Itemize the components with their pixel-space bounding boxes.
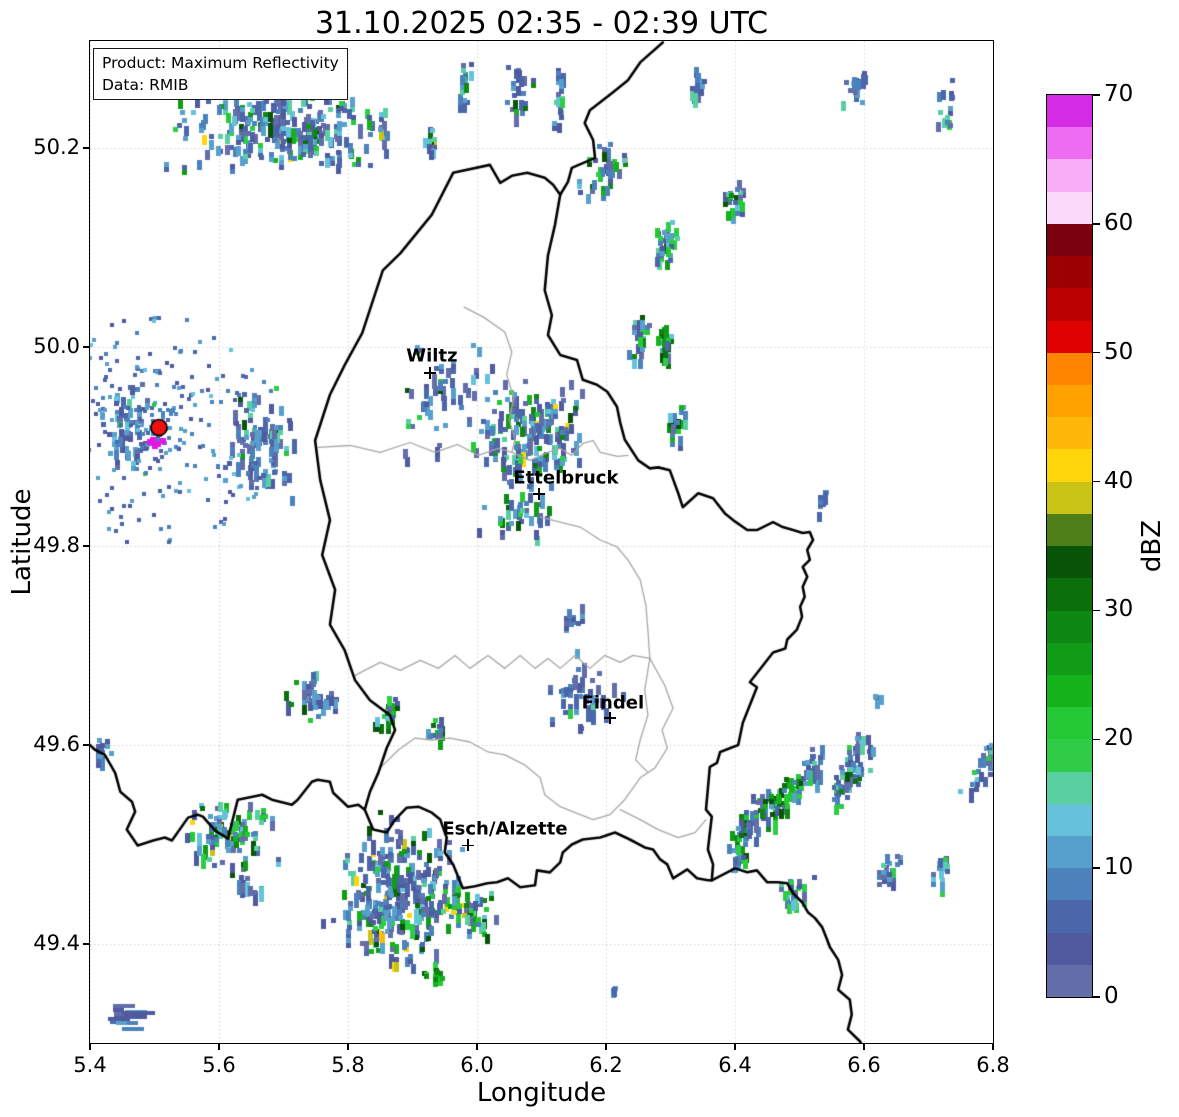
x-tick-label: 6.4 — [718, 1053, 752, 1077]
colorbar-segment — [1047, 868, 1092, 901]
colorbar-segment — [1047, 384, 1092, 418]
x-tick-mark — [605, 1044, 607, 1050]
x-tick-mark — [89, 1044, 91, 1050]
colorbar-label: dBZ — [1137, 519, 1167, 573]
x-tick-mark — [218, 1044, 220, 1050]
colorbar-tick-label: 30 — [1104, 596, 1134, 623]
colorbar-segment — [1047, 803, 1092, 837]
colorbar-tick-label: 20 — [1104, 725, 1134, 752]
colorbar-tick-label: 40 — [1104, 467, 1134, 494]
colorbar-segment — [1047, 417, 1092, 450]
plot-frame — [89, 40, 994, 1044]
x-tick-mark — [863, 1044, 865, 1050]
colorbar-segment — [1047, 739, 1092, 772]
colorbar-tick-label: 10 — [1104, 854, 1134, 881]
colorbar-tick-mark — [1093, 223, 1100, 225]
colorbar-segment — [1047, 95, 1092, 128]
colorbar-segment — [1047, 481, 1092, 514]
colorbar-segment — [1047, 449, 1092, 482]
x-tick-label: 5.8 — [331, 1053, 365, 1077]
colorbar — [1046, 94, 1093, 998]
product-info-line1: Product: Maximum Reflectivity — [102, 54, 339, 72]
colorbar-segment — [1047, 964, 1092, 998]
x-tick-mark — [476, 1044, 478, 1050]
colorbar-tick-mark — [1093, 738, 1100, 741]
colorbar-segment — [1047, 320, 1092, 353]
colorbar-segment — [1047, 546, 1092, 579]
colorbar-segment — [1047, 610, 1092, 643]
colorbar-tick-label: 60 — [1104, 209, 1134, 236]
colorbar-tick-label: 0 — [1104, 983, 1119, 1009]
colorbar-tick-label: 70 — [1104, 81, 1134, 107]
colorbar-tick-mark — [1093, 867, 1100, 869]
x-tick-mark — [347, 1044, 349, 1050]
x-tick-label: 6.2 — [589, 1053, 623, 1077]
colorbar-segment — [1047, 191, 1092, 224]
colorbar-segment — [1047, 771, 1092, 804]
colorbar-segment — [1047, 352, 1092, 385]
y-tick-label: 50.2 — [33, 134, 80, 159]
x-tick-label: 6.0 — [460, 1053, 494, 1077]
colorbar-segment — [1047, 288, 1092, 321]
colorbar-segment — [1047, 836, 1092, 869]
colorbar-segment — [1047, 932, 1092, 965]
colorbar-segment — [1047, 900, 1092, 933]
y-tick-label: 49.4 — [33, 930, 80, 955]
radar-map-canvas — [90, 41, 993, 1043]
colorbar-tick-label: 50 — [1104, 338, 1134, 365]
figure-title: 31.10.2025 02:35 - 02:39 UTC — [314, 6, 769, 41]
x-tick-label: 5.6 — [202, 1053, 236, 1077]
colorbar-segment — [1047, 642, 1092, 675]
colorbar-segment — [1047, 578, 1092, 611]
y-tick-label: 49.6 — [33, 731, 80, 756]
colorbar-tick-mark — [1093, 480, 1100, 483]
x-tick-mark — [992, 1044, 994, 1050]
x-tick-mark — [734, 1044, 736, 1050]
colorbar-segment — [1047, 256, 1092, 289]
colorbar-segment — [1047, 127, 1092, 160]
colorbar-tick-mark — [1093, 609, 1100, 612]
product-info-box: Product: Maximum Reflectivity Data: RMIB — [93, 48, 348, 100]
x-tick-label: 6.6 — [847, 1053, 881, 1077]
x-tick-label: 5.4 — [73, 1053, 107, 1077]
colorbar-segment — [1047, 707, 1092, 740]
colorbar-segment — [1047, 674, 1092, 708]
product-info-line2: Data: RMIB — [102, 76, 189, 94]
x-axis-label: Longitude — [476, 1078, 607, 1108]
colorbar-tick-mark — [1093, 996, 1100, 998]
colorbar-segment — [1047, 513, 1092, 547]
y-tick-label: 50.0 — [33, 333, 80, 358]
colorbar-segment — [1047, 223, 1092, 257]
x-tick-label: 6.8 — [976, 1053, 1010, 1077]
colorbar-tick-mark — [1093, 351, 1100, 354]
colorbar-tick-mark — [1093, 94, 1100, 96]
colorbar-segment — [1047, 159, 1092, 192]
y-axis-label: Latitude — [7, 488, 37, 596]
